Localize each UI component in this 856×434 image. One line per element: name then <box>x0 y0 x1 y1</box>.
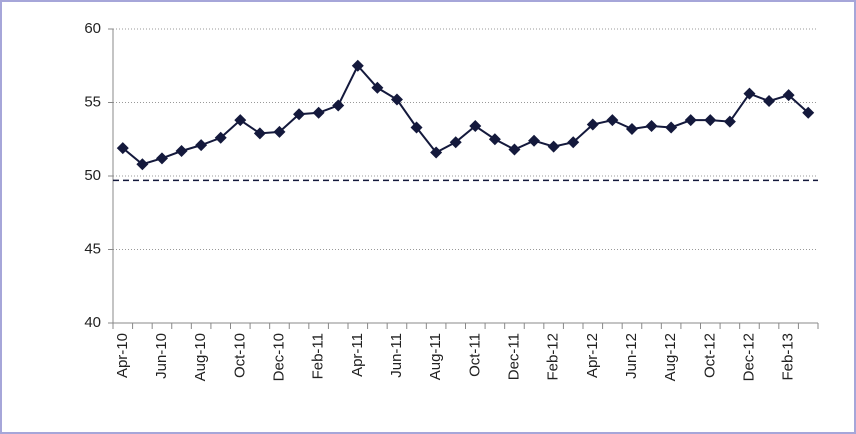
x-tick-label: Jun-10 <box>153 333 170 379</box>
y-tick-label: 50 <box>84 167 101 184</box>
data-point <box>234 114 247 127</box>
data-point <box>802 106 815 119</box>
x-tick-label: Aug-11 <box>427 333 444 380</box>
data-point <box>253 127 266 140</box>
x-tick-label: Dec-12 <box>740 333 757 381</box>
data-point <box>743 87 756 100</box>
x-tick-label: Feb-11 <box>310 333 327 379</box>
y-tick-label: 60 <box>84 20 101 37</box>
data-point <box>273 125 286 138</box>
data-point <box>606 114 619 127</box>
y-tick-label: 55 <box>84 93 101 110</box>
data-point <box>684 114 697 127</box>
data-point <box>390 93 403 106</box>
data-point <box>332 99 345 112</box>
data-point <box>155 152 168 165</box>
data-point <box>214 131 227 144</box>
data-point <box>175 145 188 158</box>
data-point <box>371 81 384 94</box>
x-tick-label: Apr-10 <box>114 333 131 378</box>
x-tick-label: Jun-11 <box>388 333 405 378</box>
data-point <box>449 136 462 149</box>
x-tick-label: Apr-12 <box>584 333 601 378</box>
data-point <box>645 120 658 133</box>
data-point <box>723 115 736 128</box>
data-point <box>410 121 423 134</box>
data-point <box>469 120 482 133</box>
data-point <box>312 106 325 119</box>
y-tick-label: 40 <box>84 314 101 331</box>
x-tick-label: Apr-11 <box>349 333 366 377</box>
x-tick-label: Aug-10 <box>192 333 209 381</box>
x-tick-label: Oct-11 <box>466 333 483 377</box>
data-point <box>586 118 599 131</box>
data-point <box>567 136 580 149</box>
data-point <box>508 143 521 156</box>
x-tick-label: Feb-13 <box>780 333 797 381</box>
data-point <box>488 133 501 146</box>
x-tick-label: Jun-12 <box>623 333 640 379</box>
data-point <box>625 122 638 135</box>
data-point <box>136 158 149 171</box>
x-tick-label: Dec-11 <box>505 333 522 380</box>
x-tick-label: Oct-12 <box>701 333 718 378</box>
x-tick-label: Aug-12 <box>662 333 679 381</box>
data-point <box>351 59 364 72</box>
x-tick-label: Dec-10 <box>270 333 287 381</box>
data-point <box>528 134 541 147</box>
data-point <box>116 142 129 155</box>
data-point <box>782 89 795 102</box>
y-tick-label: 45 <box>84 240 101 257</box>
data-point <box>195 139 208 152</box>
x-tick-label: Feb-12 <box>545 333 562 381</box>
data-point <box>704 114 717 127</box>
data-point <box>293 108 306 121</box>
data-point <box>547 140 560 153</box>
x-tick-label: Oct-10 <box>231 333 248 378</box>
data-point <box>763 95 776 108</box>
data-point <box>430 146 443 159</box>
data-point <box>665 121 678 134</box>
